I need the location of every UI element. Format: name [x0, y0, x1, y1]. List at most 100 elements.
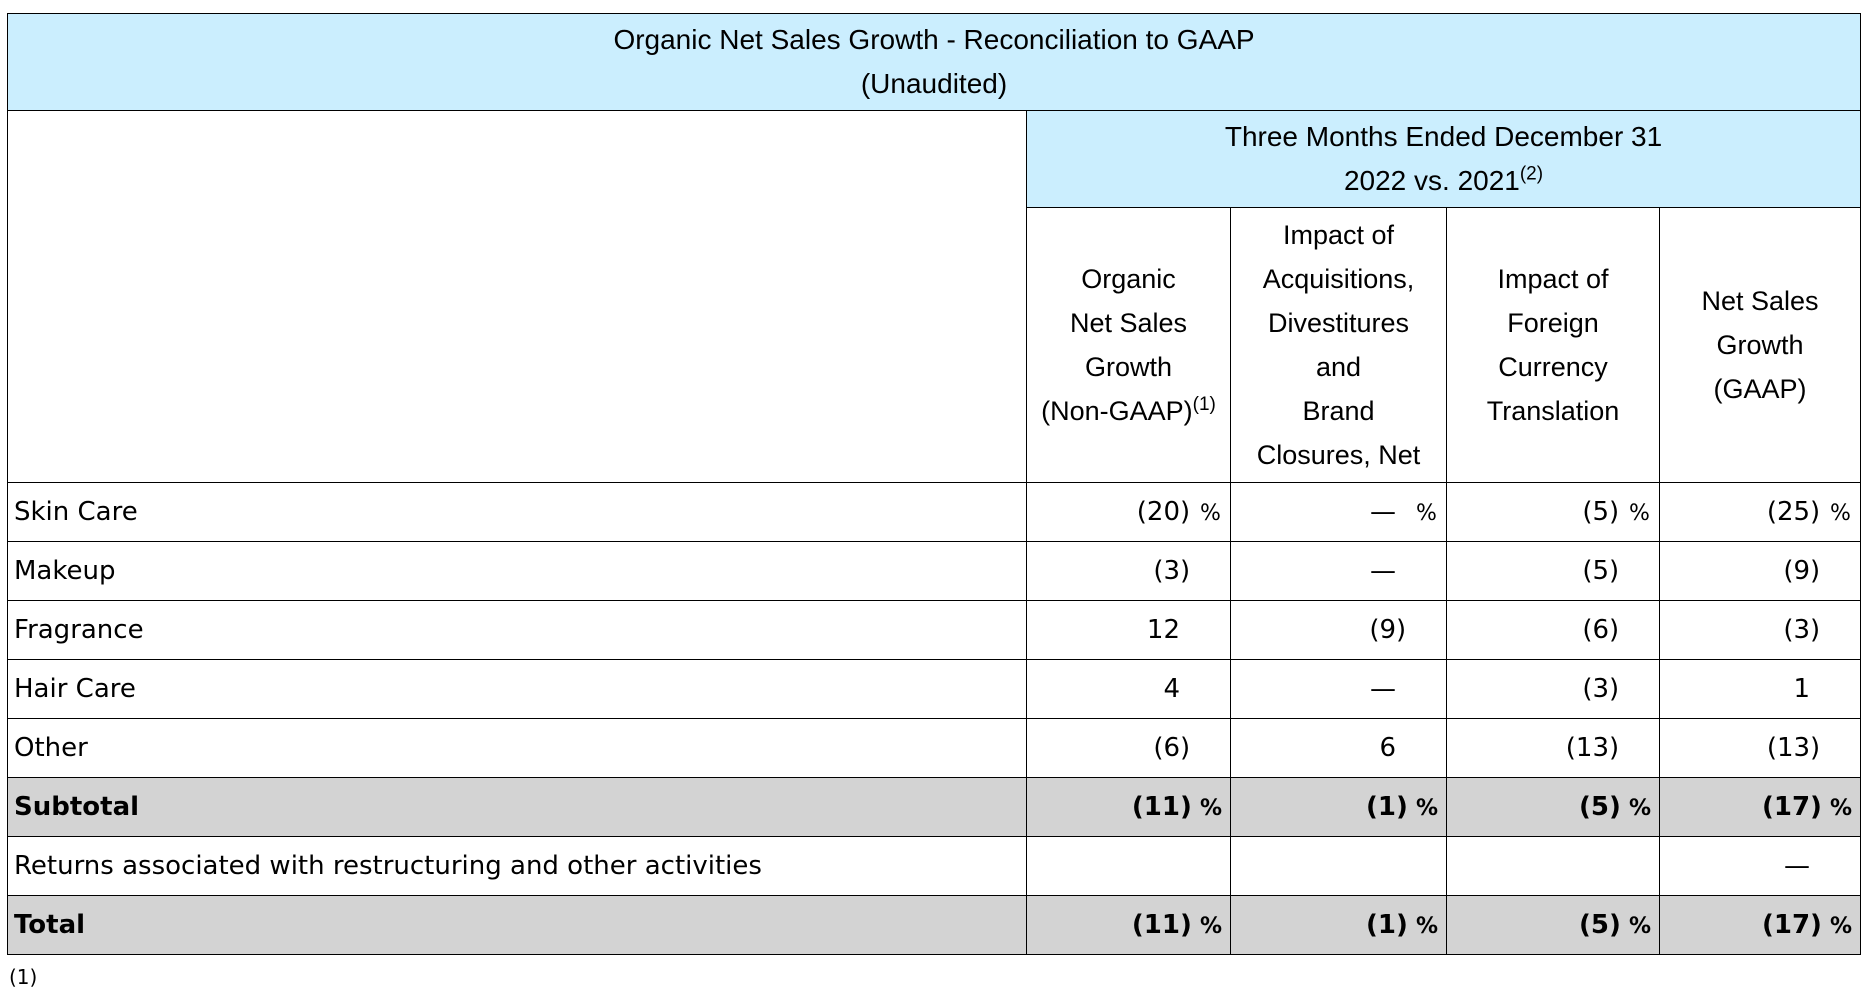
cell-close-paren: ) — [1180, 733, 1191, 763]
column-header-line: (Non-GAAP)(1) — [1027, 389, 1230, 433]
value-cell — [1026, 836, 1231, 896]
value-cell: (13) — [1446, 718, 1660, 778]
value-cell: (3) — [1446, 659, 1660, 719]
column-header-line: Acquisitions, — [1262, 264, 1415, 294]
column-header-line: Growth — [1084, 352, 1173, 382]
value-cell: (5)% — [1446, 777, 1660, 837]
table-title-line2: (Unaudited) — [860, 68, 1008, 99]
value-cell: (3) — [1026, 541, 1231, 601]
column-header-line: and — [1315, 352, 1362, 382]
column-header-line: Translation — [1486, 396, 1620, 426]
cell-value: (13 — [1766, 733, 1811, 763]
cell-value: (17 — [1761, 792, 1811, 822]
column-header-line: Growth — [1716, 330, 1804, 360]
value-cell: (5) — [1446, 541, 1660, 601]
table-title-line1: Organic Net Sales Growth - Reconciliatio… — [613, 24, 1255, 55]
cell-value: 12 — [1146, 615, 1180, 645]
row-label: Fragrance — [7, 600, 1027, 660]
cell-value: (17 — [1761, 910, 1811, 940]
cell-value: (5 — [1582, 556, 1609, 586]
value-cell: (13) — [1658, 718, 1862, 778]
cell-percent: % — [1416, 796, 1439, 821]
cell-percent: % — [1629, 501, 1650, 526]
cell-close-paren: ) — [1609, 497, 1620, 527]
cell-close-paren: ) — [1180, 910, 1192, 940]
value-cell — [1230, 836, 1447, 896]
cell-value: (20 — [1136, 497, 1180, 527]
column-header-3: Impact of Foreign Currency Translation — [1446, 207, 1660, 483]
value-cell: (5)% — [1446, 895, 1660, 955]
table-row: Hair Care 4 — (3) 1 — [7, 659, 1862, 719]
column-header-line: Impact of — [1497, 264, 1609, 294]
cell-value: (11 — [1131, 792, 1180, 822]
cell-value: 6 — [1379, 733, 1396, 763]
cell-close-paren: ) — [1396, 615, 1407, 645]
table-row: Makeup (3) — (5) (9) — [7, 541, 1862, 601]
period-line1: Three Months Ended December 31 — [1224, 121, 1663, 152]
column-header-2: Impact of Acquisitions, Divestitures and Bra… — [1230, 207, 1447, 483]
row-label: Returns associated with restructuring an… — [7, 836, 1027, 896]
value-cell: — — [1230, 541, 1447, 601]
period-line2: 2022 vs. 2021(2) — [1343, 163, 1544, 196]
column-header-line: Net Sales — [1701, 286, 1819, 316]
value-cell: (3) — [1658, 600, 1862, 660]
cell-percent: % — [1200, 501, 1221, 526]
column-footnote-ref: (1) — [1192, 394, 1216, 415]
cell-percent: % — [1629, 914, 1652, 939]
column-header-text: (Non-GAAP) — [1041, 396, 1193, 426]
cell-close-paren: ) — [1810, 615, 1821, 645]
value-cell: (5)% — [1446, 482, 1660, 542]
row-label: Skin Care — [7, 482, 1027, 542]
cell-close-paren: ) — [1180, 497, 1191, 527]
column-header-line: Currency — [1498, 352, 1608, 382]
cell-close-paren: ) — [1609, 556, 1620, 586]
cell-percent: % — [1416, 914, 1439, 939]
cell-value: — — [1370, 556, 1396, 586]
reconciliation-table-wrapper: Organic Net Sales Growth - Reconciliatio… — [6, 13, 1862, 955]
cell-close-paren: ) — [1180, 792, 1192, 822]
value-cell: (11)% — [1026, 895, 1231, 955]
cell-close-paren: ) — [1810, 910, 1822, 940]
cell-value: 1 — [1793, 674, 1811, 704]
column-header-line: Impact of — [1282, 220, 1395, 250]
cell-value: (9 — [1783, 556, 1811, 586]
column-header-line: Net Sales — [1069, 308, 1188, 338]
value-cell: (1)% — [1230, 777, 1447, 837]
value-cell: (20)% — [1026, 482, 1231, 542]
cell-value: (25 — [1766, 497, 1811, 527]
value-cell: (17)% — [1658, 895, 1862, 955]
column-header-1: Organic Net Sales Growth (Non-GAAP)(1) — [1026, 207, 1231, 483]
column-header-line: Divestitures — [1267, 308, 1410, 338]
footnote-partial: (1) — [9, 965, 38, 989]
row-label: Hair Care — [7, 659, 1027, 719]
cell-close-paren: ) — [1810, 497, 1821, 527]
cell-value: (3 — [1582, 674, 1609, 704]
cell-close-paren: ) — [1396, 792, 1408, 822]
cell-value: (5 — [1579, 910, 1609, 940]
cell-percent: % — [1830, 796, 1853, 821]
period-footnote-ref: (2) — [1519, 163, 1544, 185]
cell-value: (3 — [1783, 615, 1811, 645]
column-header-line: (GAAP) — [1713, 374, 1807, 404]
column-header-line: Foreign — [1507, 308, 1599, 338]
cell-value: (11 — [1131, 910, 1180, 940]
row-label: Makeup — [7, 541, 1027, 601]
column-header-4: Net Sales Growth (GAAP) — [1658, 207, 1862, 483]
cell-value: (6 — [1153, 733, 1180, 763]
value-cell: (6) — [1026, 718, 1231, 778]
column-header-line: Brand — [1302, 396, 1375, 426]
row-label: Other — [7, 718, 1027, 778]
header-blank-cell — [7, 110, 1027, 483]
value-cell: — — [1658, 836, 1862, 896]
reconciliation-table: Organic Net Sales Growth - Reconciliatio… — [6, 13, 1862, 955]
value-cell — [1446, 836, 1660, 896]
table-row: Total (11)% (1)% (5)% (17)% — [7, 895, 1862, 955]
cell-close-paren: ) — [1609, 674, 1620, 704]
cell-percent: % — [1416, 501, 1437, 526]
cell-close-paren: ) — [1810, 792, 1822, 822]
cell-value: (3 — [1153, 556, 1180, 586]
cell-value: — — [1784, 851, 1811, 881]
cell-value: 4 — [1163, 674, 1180, 704]
value-cell: (17)% — [1658, 777, 1862, 837]
value-cell: (9) — [1230, 600, 1447, 660]
